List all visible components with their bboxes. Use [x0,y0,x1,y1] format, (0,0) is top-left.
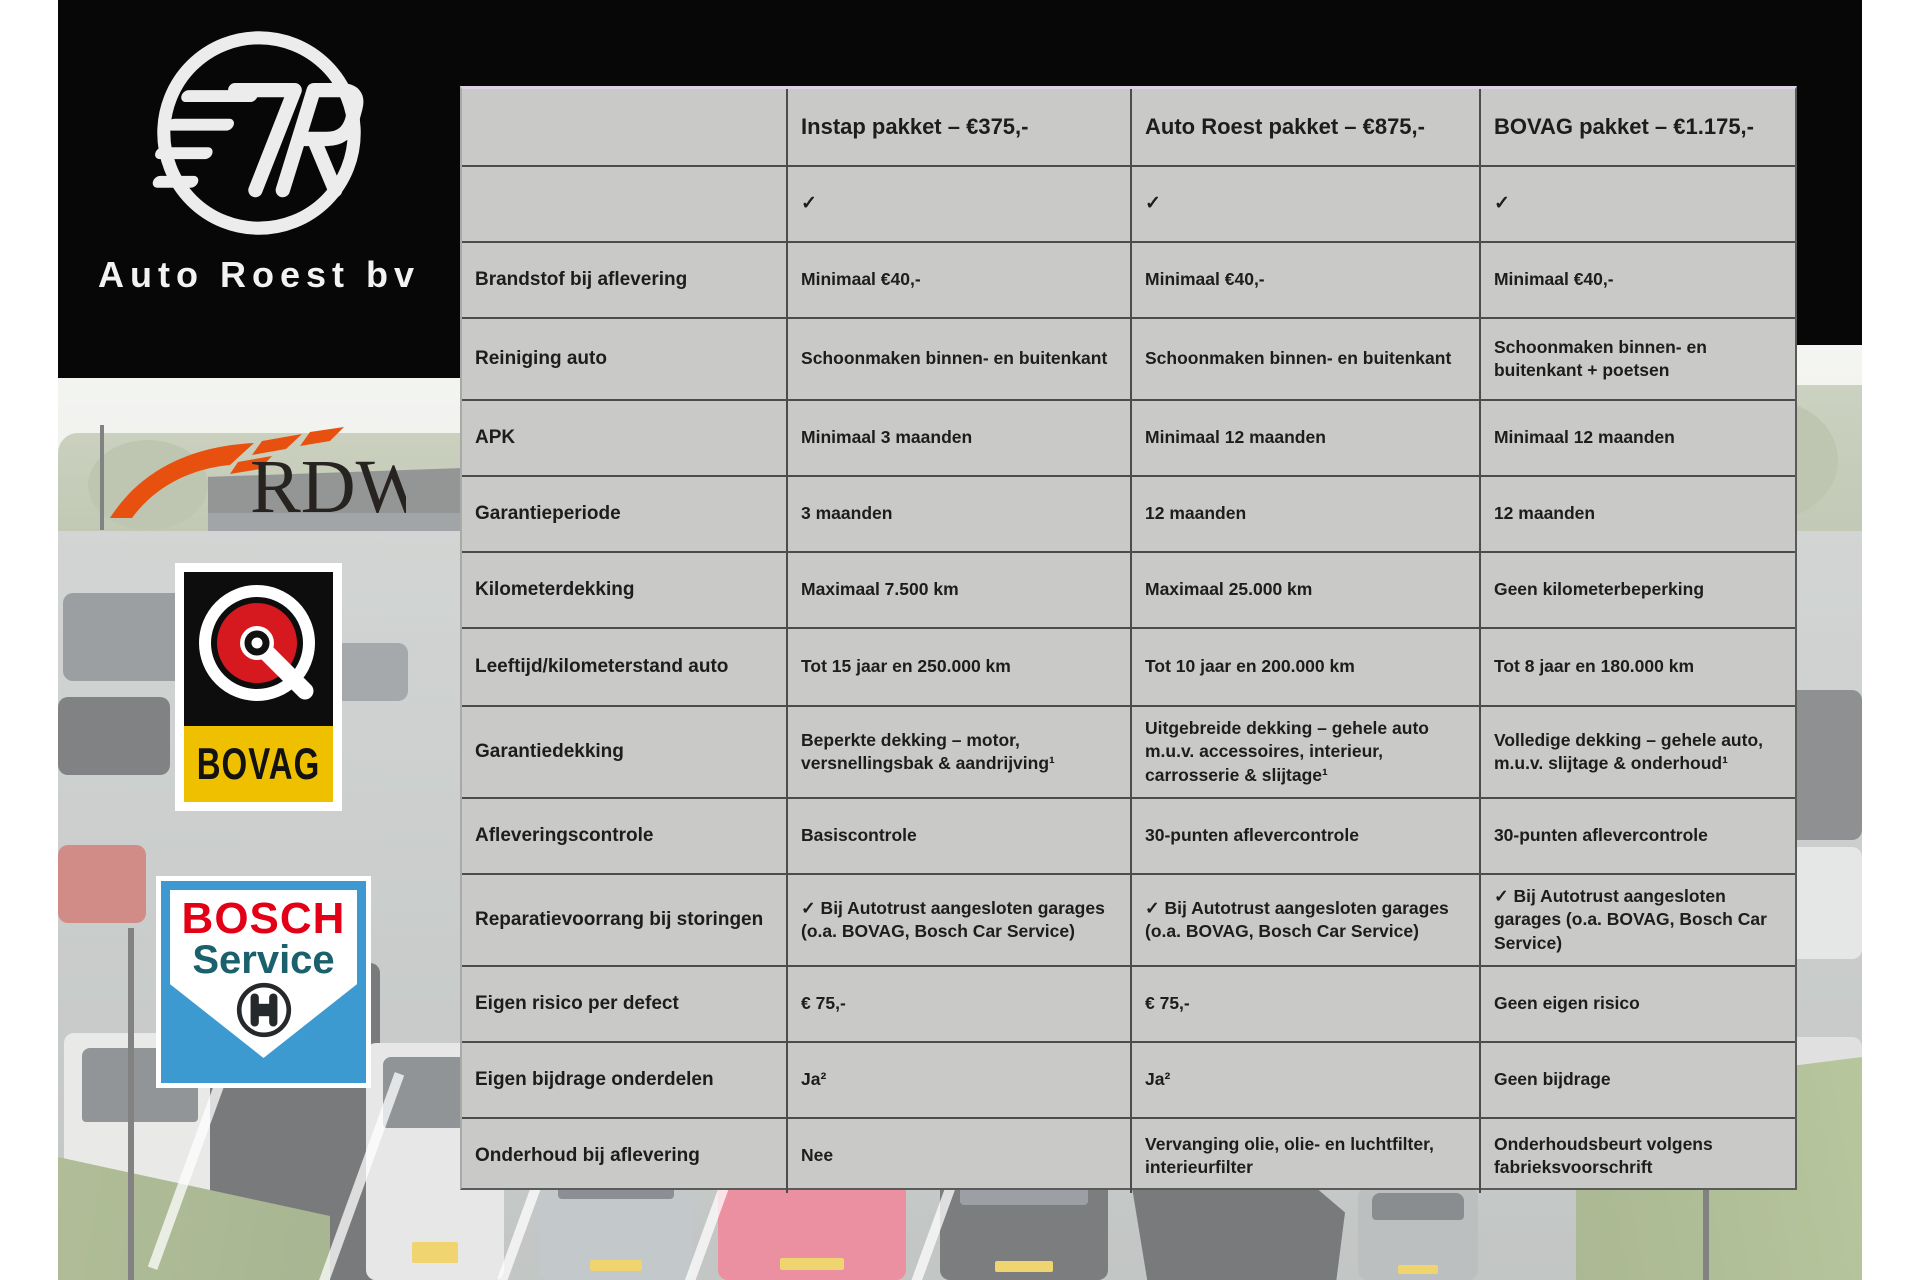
table-cell: Schoonmaken binnen- en buitenkant [786,319,1130,399]
bosch-service-label: Service [192,938,335,982]
column-header: BOVAG pakket – €1.175,- [1478,89,1795,165]
table-cell: 12 maanden [1130,477,1479,551]
row-label: Garantieperiode [475,503,621,525]
table-cell: Ja² [786,1043,1130,1117]
car [58,697,170,775]
table-cell: Volledige dekking – gehele auto, m.u.v. … [1478,707,1795,797]
car [58,845,146,923]
row-label: Onderhoud bij aflevering [475,1145,700,1167]
table-row: Afleveringscontrole Basiscontrole 30-punte… [462,799,1795,875]
table-cell: Minimaal €40,- [1478,243,1795,317]
row-label: Reiniging auto [475,348,607,370]
column-header: Instap pakket – €375,- [786,89,1130,165]
table-cell: Basiscontrole [786,799,1130,873]
row-label: Afleveringscontrole [475,825,654,847]
car [1358,1187,1478,1280]
bosch-wordmark: BOSCH [181,894,346,943]
rdw-wordmark: RDW [250,445,406,526]
bovag-logo: BOVAG [175,563,342,811]
row-label: Garantiedekking [475,741,624,763]
table-cell: Minimaal 12 maanden [1130,401,1479,475]
table-cell: Schoonmaken binnen- en buitenkant + poet… [1478,319,1795,399]
table-cell: ✓ Bij Autotrust aangesloten garages (o.a… [786,875,1130,965]
table-row: Reiniging auto Schoonmaken binnen- en bui… [462,319,1795,401]
column-header: Auto Roest pakket – €875,- [1130,89,1479,165]
table-cell: Onderhoudsbeurt volgens fabrieksvoorschr… [1478,1119,1795,1193]
table-cell: € 75,- [786,967,1130,1041]
dealer-name: Auto Roest bv [97,254,420,295]
row-label: Brandstof bij aflevering [475,269,688,291]
table-cell: Geen eigen risico [1478,967,1795,1041]
table-cell: Tot 15 jaar en 250.000 km [786,629,1130,705]
table-row: Garantiedekking Beperkte dekking – motor,… [462,707,1795,799]
row-label: Reparatievoorrang bij storingen [475,909,764,931]
bovag-wheel-icon [198,585,315,701]
table-row: Leeftijd/kilometerstand auto Tot 15 jaar … [462,629,1795,707]
table-cell: Nee [786,1119,1130,1193]
row-label: Eigen risico per defect [475,993,679,1015]
row-label: Leeftijd/kilometerstand auto [475,656,729,678]
light-pole [100,425,104,530]
table-row: APK Minimaal 3 maanden Minimaal 12 maanden… [462,401,1795,477]
table-cell: Maximaal 7.500 km [786,553,1130,627]
table-cell: ✓ Bij Autotrust aangesloten garages (o.a… [1130,875,1479,965]
table-cell: Beperkte dekking – motor, versnellingsba… [786,707,1130,797]
table-cell: Minimaal 3 maanden [786,401,1130,475]
bovag-emblem [184,572,333,726]
table-cell: Tot 8 jaar en 180.000 km [1478,629,1795,705]
rdw-logo: RDW [104,418,428,529]
bovag-wordmark: BOVAG [196,738,321,789]
table-row: Onderhoud bij aflevering Nee Vervanging ol… [462,1119,1795,1193]
bovag-name-band: BOVAG [184,726,333,802]
rdw-swoosh-icon: RDW [110,427,428,529]
table-row: Eigen bijdrage onderdelen Ja² Ja² Geen bijd… [462,1043,1795,1119]
table-cell: € 75,- [1130,967,1479,1041]
table-cell: Geen kilometerbeperking [1478,553,1795,627]
table-cell: 12 maanden [1478,477,1795,551]
table-cell: 3 maanden [786,477,1130,551]
table-row: Brandstof bij aflevering Minimaal €40,- Mi… [462,243,1795,319]
row-label: Kilometerdekking [475,579,635,601]
check-icon: ✓ [786,167,1130,241]
table-cell: Minimaal 12 maanden [1478,401,1795,475]
auto-roest-logo: Auto Roest bv [58,0,460,378]
table-cell: Minimaal €40,- [1130,243,1479,317]
table-cell: Vervanging olie, olie- en luchtfilter, i… [1130,1119,1479,1193]
table-cell: Geen bijdrage [1478,1043,1795,1117]
row-label [462,167,786,241]
bosch-white-shield: BOSCH Service [170,890,357,1058]
row-label: APK [475,427,516,449]
table-header-row: Instap pakket – €375,- Auto Roest pakket … [462,89,1795,167]
check-icon: ✓ [1478,167,1795,241]
table-row: Garantieperiode 3 maanden 12 maanden 12 maa… [462,477,1795,553]
table-cell: Maximaal 25.000 km [1130,553,1479,627]
table-cell: 30-punten aflevercontrole [1130,799,1479,873]
table-cell: Uitgebreide dekking – gehele auto m.u.v.… [1130,707,1479,797]
table-cell: Tot 10 jaar en 200.000 km [1130,629,1479,705]
table-cell: Schoonmaken binnen- en buitenkant [1130,319,1479,399]
table-row: Reparatievoorrang bij storingen ✓ Bij Aut… [462,875,1795,967]
bosch-armature-icon [236,982,291,1038]
check-icon: ✓ [1130,167,1479,241]
bosch-blue-frame: BOSCH Service [161,881,366,1083]
auto-roest-monogram-icon [152,31,364,235]
table-cell: 30-punten aflevercontrole [1478,799,1795,873]
light-pole [128,928,134,1280]
table-cell: ✓ Bij Autotrust aangesloten garages (o.a… [1478,875,1795,965]
corner-cell [462,89,786,165]
table-cell: Minimaal €40,- [786,243,1130,317]
table-row: Kilometerdekking Maximaal 7.500 km Maximaa… [462,553,1795,629]
car [1784,847,1862,959]
package-table: Instap pakket – €375,- Auto Roest pakket … [460,86,1797,1193]
table-cell: Ja² [1130,1043,1479,1117]
bosch-service-logo: BOSCH Service [156,876,371,1088]
table-row: ✓ ✓ ✓ [462,167,1795,243]
row-label: Eigen bijdrage onderdelen [475,1069,714,1091]
table-row: Eigen risico per defect € 75,- € 75,- Geen … [462,967,1795,1043]
